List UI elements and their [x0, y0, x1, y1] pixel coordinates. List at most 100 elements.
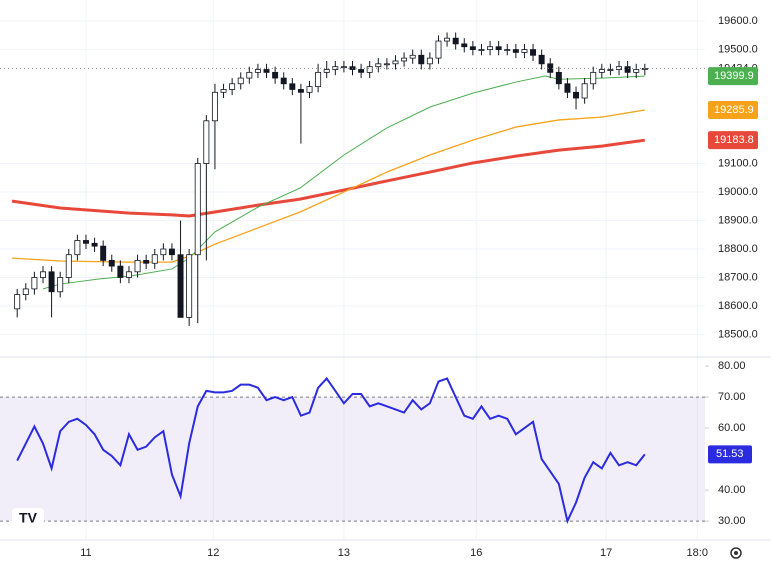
- candle-body: [444, 37, 451, 42]
- candle-body: [151, 254, 158, 264]
- candle-body: [426, 57, 433, 65]
- candle-body: [590, 71, 597, 85]
- y-tick-label: 18800.0: [718, 243, 758, 255]
- price-label: 19183.8: [714, 134, 754, 146]
- candle-body: [478, 49, 485, 51]
- x-tick-label: 12: [207, 547, 219, 559]
- candle-body: [401, 57, 408, 62]
- moving-average-line: [42, 75, 645, 290]
- candle-body: [22, 288, 29, 295]
- y-tick-label: 30.00: [718, 515, 746, 527]
- candle-body: [168, 248, 175, 256]
- candle-body: [272, 71, 279, 79]
- y-tick-label: 19100.0: [718, 157, 758, 169]
- candle-body: [530, 49, 537, 56]
- candle-body: [246, 71, 253, 79]
- y-tick-label: 19000.0: [718, 186, 758, 198]
- candle-body: [74, 240, 81, 256]
- candle-body: [254, 69, 261, 73]
- candle-body: [323, 69, 330, 73]
- y-tick-label: 19600.0: [718, 15, 758, 27]
- candle-body: [392, 60, 399, 65]
- candle-body: [108, 260, 115, 267]
- candle-body: [263, 69, 270, 73]
- candle-body: [633, 69, 640, 73]
- candle-body: [220, 89, 227, 93]
- candle-body: [521, 49, 528, 53]
- candle-body: [82, 240, 89, 244]
- candle-body: [366, 66, 373, 73]
- x-tick-label: 17: [600, 547, 612, 559]
- y-tick-label: 18500.0: [718, 328, 758, 340]
- candle-body: [57, 277, 64, 293]
- candle-body: [624, 66, 631, 73]
- y-tick-label: 40.00: [718, 484, 746, 496]
- rsi-band: [0, 397, 705, 522]
- price-label: 19285.9: [714, 104, 754, 116]
- candle-body: [504, 49, 511, 51]
- candle-body: [512, 49, 519, 53]
- y-tick-label: 18700.0: [718, 271, 758, 283]
- candle-body: [40, 271, 46, 278]
- candle-body: [461, 43, 468, 48]
- price-label-box: [708, 131, 758, 150]
- candle-body: [48, 271, 55, 293]
- candle-body: [194, 163, 201, 256]
- candle-body: [435, 40, 442, 59]
- tradingview-logo: TV: [12, 508, 44, 530]
- candle-body: [65, 254, 72, 278]
- candle-body: [237, 77, 244, 85]
- candle-body: [280, 77, 287, 85]
- candle-body: [383, 63, 390, 66]
- candle-body: [289, 83, 296, 90]
- candle-body: [564, 83, 571, 93]
- candle-body: [125, 271, 132, 278]
- candle-body: [573, 91, 580, 99]
- moving-average-line: [11, 109, 645, 263]
- candle-body: [332, 66, 339, 70]
- price-label: 19399.9: [714, 70, 754, 82]
- candle-body: [143, 260, 150, 264]
- candle-body: [418, 54, 425, 65]
- candle-body: [306, 86, 313, 93]
- rsi-line: [16, 376, 646, 525]
- candle-body: [409, 54, 416, 59]
- candle-body: [31, 277, 38, 290]
- candle-body: [203, 120, 210, 164]
- candle-body: [538, 54, 545, 65]
- candle-body: [469, 46, 476, 50]
- candle-body: [607, 69, 614, 71]
- y-tick-label: 70.00: [718, 391, 746, 403]
- candle-body: [555, 71, 562, 85]
- candle-body: [211, 91, 218, 122]
- candle-body: [358, 69, 365, 73]
- rsi-label-box: [708, 445, 752, 464]
- price-label-box: [708, 100, 758, 119]
- y-tick-label: 19500.0: [718, 43, 758, 55]
- y-tick-label: 18900.0: [718, 214, 758, 226]
- candle-body: [134, 260, 141, 273]
- settings-gear[interactable]: [730, 547, 742, 559]
- candle-body: [229, 83, 236, 90]
- candle-body: [581, 83, 588, 99]
- rsi-label: 51.53: [716, 448, 744, 460]
- candle-body: [495, 46, 502, 50]
- y-tick-label: 60.00: [718, 422, 746, 434]
- x-tick-label: 13: [338, 547, 350, 559]
- candle-body: [340, 66, 347, 69]
- candle-body: [14, 294, 21, 310]
- candle-body: [117, 265, 124, 278]
- candle-body: [598, 69, 605, 73]
- candle-body: [177, 254, 184, 318]
- price-label-box: [708, 67, 758, 86]
- candle-body: [452, 37, 459, 45]
- candle-body: [186, 254, 193, 318]
- candle-body: [100, 245, 107, 261]
- candle-body: [315, 71, 322, 88]
- x-tick-label: 11: [80, 547, 91, 559]
- y-tick-label: 80.00: [718, 360, 746, 372]
- moving-average-line: [11, 138, 646, 218]
- candle-body: [375, 63, 382, 68]
